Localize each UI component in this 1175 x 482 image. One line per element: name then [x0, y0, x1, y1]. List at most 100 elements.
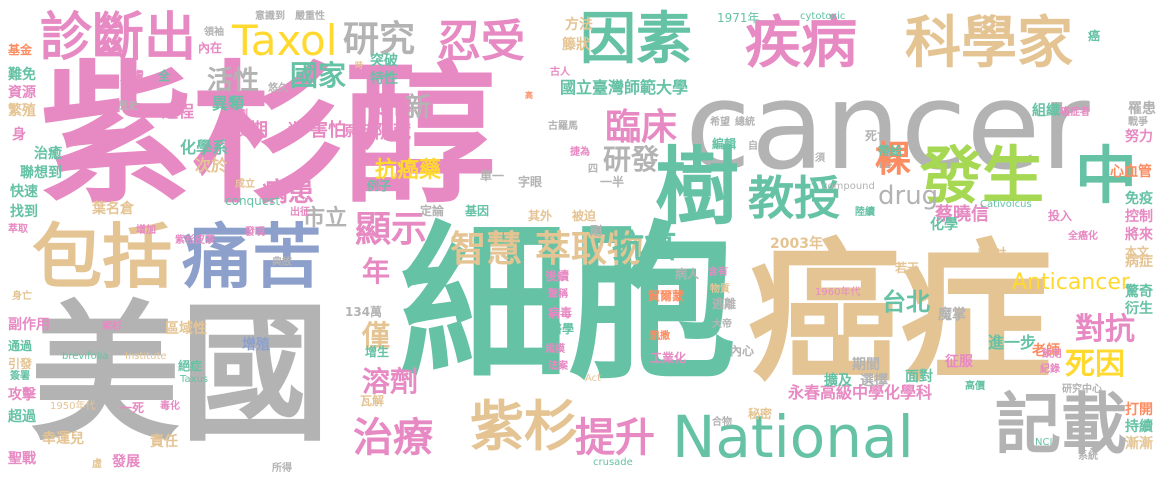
word-gradually: 漸漸	[1125, 436, 1153, 452]
word-four: 四	[588, 164, 598, 175]
word-associate: 聯想到	[20, 165, 62, 181]
word-escape: 逃離	[712, 297, 737, 311]
word-suffer: 罹患	[1128, 101, 1156, 117]
word-patients: 癌症者	[1060, 107, 1090, 118]
word-nci: NCI	[1035, 437, 1053, 448]
word-extend: 擴及	[824, 373, 852, 389]
word-drug: drug	[878, 181, 939, 211]
word-usa: 美國	[30, 288, 331, 462]
word-this-article: 本文	[1125, 245, 1150, 259]
word-vine: 籐狀	[562, 37, 590, 53]
word-substance: 物質	[710, 284, 730, 295]
word-term: 字眼	[518, 175, 543, 189]
word-period: 期間	[852, 357, 880, 373]
word-show: 顯示	[355, 209, 428, 250]
word-cytotoxic: cytotoxic	[800, 11, 846, 22]
word-further: 進一步	[988, 333, 1037, 352]
word-134w: 134萬	[345, 305, 383, 319]
word-log: 紀錄	[1040, 364, 1060, 375]
word-yew-tea: 紫杉皮茶	[175, 235, 215, 246]
word-die: 身亡	[12, 291, 32, 302]
word-caesar: 凱撒	[650, 331, 670, 342]
word-skin: 皮膚	[120, 69, 145, 83]
word-successively: 陸續	[855, 207, 875, 218]
word-immune: 免疫	[1125, 191, 1153, 207]
word-medicine: 醫學	[550, 322, 575, 336]
word-patient-small: 病人	[675, 267, 700, 281]
word-fight: 對抗	[1075, 312, 1135, 347]
word-research: 研究	[343, 19, 416, 60]
word-research-center: 研究中心	[1062, 384, 1102, 395]
word-drink: 飲用	[1042, 349, 1062, 360]
word-brevifolia: brevifolia	[62, 351, 109, 362]
word-method: 方法	[565, 17, 593, 33]
word-taipei: 台北	[882, 288, 930, 316]
word-income: 所得	[272, 463, 292, 474]
word-anticancer-drug: 抗癌藥	[375, 158, 442, 183]
word-radiation: 輻射	[978, 247, 1006, 263]
word-void: 虛	[92, 459, 102, 470]
word-edit: 編輯	[712, 137, 737, 151]
word-death-cause: 死因	[1065, 347, 1125, 382]
word-severity: 嚴重性	[295, 11, 325, 22]
word-allusion: 典故	[272, 257, 292, 268]
word-collapse: 瓦解	[360, 394, 385, 408]
word-feature: 特性	[370, 71, 398, 87]
word-ai: 癌	[1088, 29, 1101, 43]
word-bring: 帶給	[878, 144, 903, 158]
word-all: 全	[158, 69, 171, 83]
word-future: 將來	[1125, 227, 1153, 243]
word-heredity: 遺傳	[375, 98, 411, 119]
word-still: 尚	[287, 120, 304, 139]
word-become: 捷為	[570, 147, 590, 158]
word-taxol-en: Taxol	[232, 16, 338, 65]
word-middle: 中	[1075, 139, 1138, 212]
word-patient: 病患	[262, 178, 315, 208]
word-compound-zh: 合物	[712, 417, 732, 428]
word-leader: 領袖	[204, 27, 224, 38]
word-country: 國家	[290, 59, 347, 92]
word-pan-cancer: 全癌化	[1068, 231, 1098, 242]
word-clutches: 魔掌	[938, 307, 966, 323]
word-develop: 研發	[603, 143, 660, 176]
word-scientist: 科學家	[905, 11, 1073, 76]
word-virus: 病毒	[548, 306, 573, 320]
word-derive: 衍生	[1125, 301, 1153, 317]
word-1971: 1971年	[717, 11, 760, 25]
word-found: 找到	[10, 204, 38, 220]
word-national: National	[672, 403, 914, 471]
word-treatment: 治療	[353, 415, 433, 461]
word-gene: 基因	[465, 204, 490, 218]
word-1960s: 1960年代	[815, 287, 861, 298]
word-heart: 內心	[730, 344, 755, 358]
word-anticancer-en: Anticancer	[1012, 270, 1130, 295]
word-chem-dept: 化學系	[180, 138, 229, 157]
word-must: 須	[815, 153, 825, 164]
word-resource: 資源	[8, 85, 36, 101]
word-industrialize: 工業化	[650, 351, 687, 365]
word-contain: 含有	[708, 267, 728, 278]
word-example: 例子	[367, 179, 392, 193]
word-chemistry: 化學	[930, 217, 958, 233]
word-reproduce: 繁殖	[8, 103, 36, 119]
word-poison: 毒化	[160, 401, 180, 412]
word-effort: 努力	[1125, 129, 1153, 145]
word-diagnosed: 診斷出	[40, 8, 197, 68]
word-scale: 規模	[545, 344, 565, 355]
word-yew-small: 紫杉	[102, 321, 122, 332]
word-hidden: 隱藏	[375, 122, 411, 143]
word-clinical: 臨床	[605, 107, 678, 148]
word-occur: 發生	[920, 139, 1045, 212]
word-wisdom: 智慧	[450, 229, 523, 270]
word-other: 其外	[528, 209, 553, 223]
word-ntnu: 國立臺灣師範大學	[560, 78, 689, 97]
word-continue: 持續	[1125, 419, 1153, 435]
word-second-to: 次於	[195, 156, 228, 175]
word-fast: 快速	[10, 184, 38, 200]
word-body: 身	[12, 127, 26, 143]
word-just: 剛	[590, 224, 603, 238]
word-conquest: conquest	[225, 194, 281, 208]
word-only: 僅	[362, 319, 391, 352]
word-institute: Institute	[125, 351, 167, 362]
